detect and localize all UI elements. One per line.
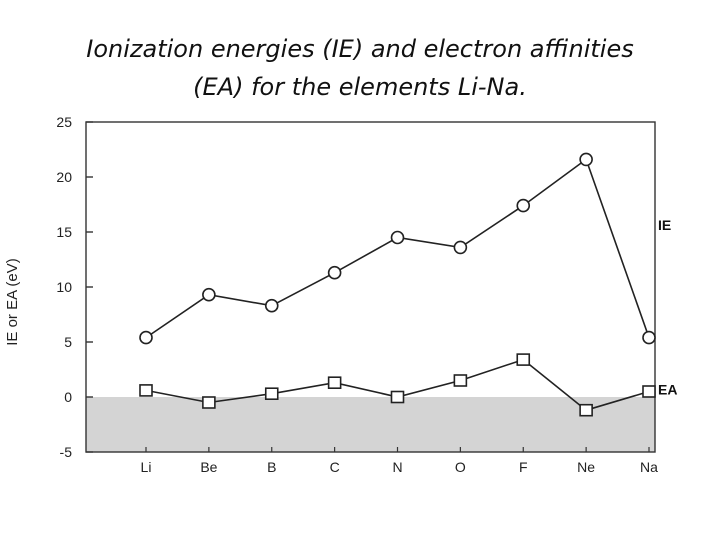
ie-point-f bbox=[516, 198, 531, 213]
ea-point-na bbox=[642, 385, 656, 398]
y-tick-label: 15 bbox=[56, 224, 72, 240]
ea-point-f bbox=[516, 353, 531, 366]
x-tick-label-b: B bbox=[267, 459, 276, 475]
ea-series-label: EA bbox=[658, 382, 677, 398]
y-tick-label: -5 bbox=[60, 444, 73, 460]
ea-point-li bbox=[139, 384, 153, 397]
ea-point-n bbox=[390, 390, 405, 404]
negative-region-shading bbox=[86, 397, 655, 452]
x-tick-label-na: Na bbox=[640, 459, 658, 475]
ie-point-o bbox=[453, 240, 468, 255]
y-tick-label: 25 bbox=[56, 114, 72, 130]
ie-point-c bbox=[327, 265, 342, 280]
ie-point-be bbox=[202, 287, 216, 302]
x-tick-label-n: N bbox=[392, 459, 402, 475]
ie-series-label: IE bbox=[658, 217, 671, 233]
y-axis-label: IE or EA (eV) bbox=[4, 258, 21, 346]
ea-point-be bbox=[202, 396, 216, 409]
y-tick-label: 10 bbox=[56, 279, 72, 295]
x-tick-label-be: Be bbox=[200, 459, 217, 475]
ie-point-li bbox=[139, 330, 153, 345]
x-tick-label-c: C bbox=[330, 459, 340, 475]
x-tick-label-f: F bbox=[519, 459, 528, 475]
ea-point-b bbox=[264, 387, 279, 401]
x-tick-label-li: Li bbox=[141, 459, 152, 475]
ea-point-o bbox=[453, 374, 468, 387]
slide-title: Ionization energies (IE) and electron af… bbox=[0, 30, 720, 106]
ie-point-n bbox=[390, 230, 405, 245]
y-tick-label: 20 bbox=[56, 169, 72, 185]
ie-point-b bbox=[264, 298, 279, 313]
y-tick-label: 0 bbox=[64, 389, 72, 405]
ea-point-ne bbox=[579, 403, 593, 417]
y-tick-label: 5 bbox=[64, 334, 72, 350]
title-line-1: Ionization energies (IE) and electron af… bbox=[86, 35, 634, 63]
ea-point-c bbox=[327, 376, 342, 390]
ie-point-na bbox=[642, 330, 656, 345]
x-tick-label-o: O bbox=[455, 459, 466, 475]
ie-point-ne bbox=[579, 152, 593, 167]
x-tick-label-ne: Ne bbox=[577, 459, 595, 475]
title-line-2: (EA) for the elements Li-Na. bbox=[193, 73, 527, 101]
ie-series-line bbox=[145, 158, 650, 339]
